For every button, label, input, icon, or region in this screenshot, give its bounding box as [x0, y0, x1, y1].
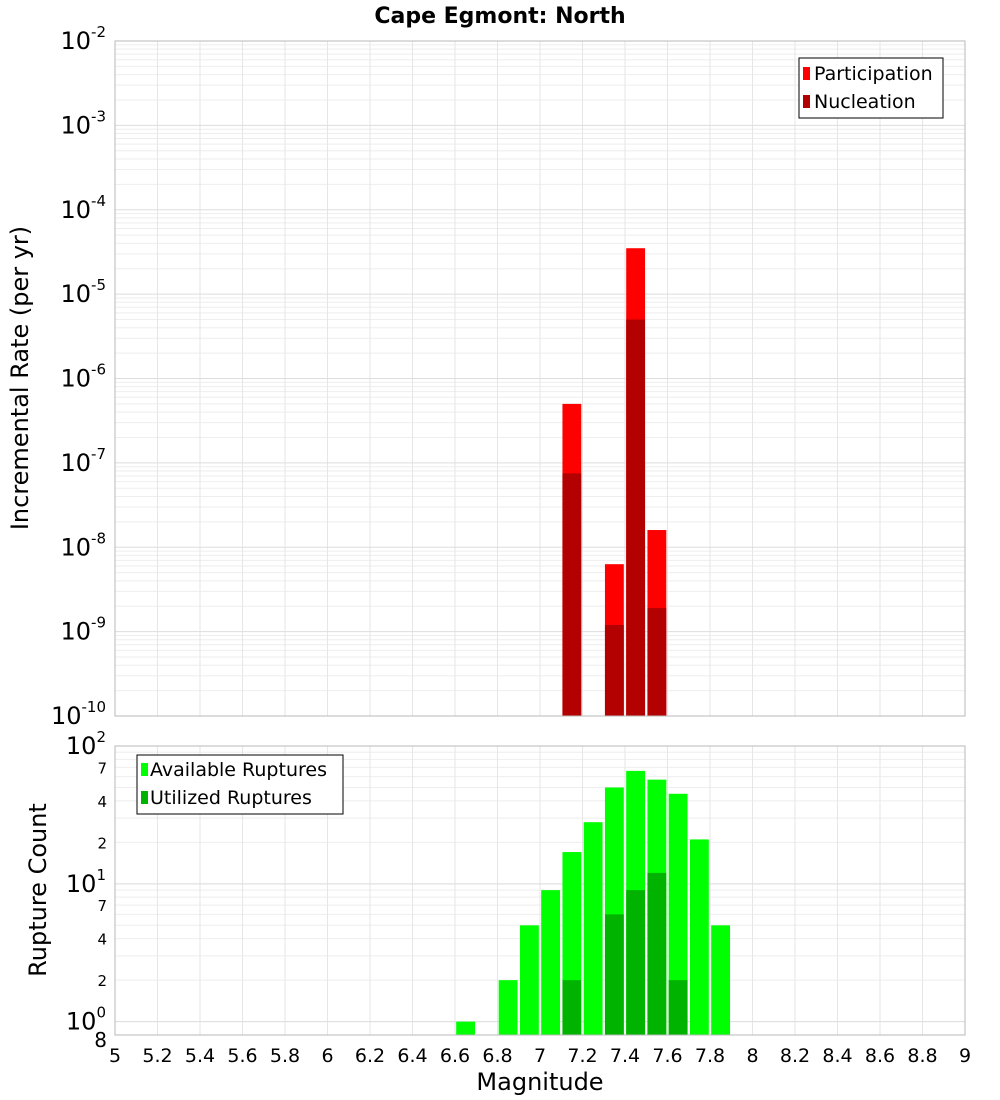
bar-utilized-ruptures	[626, 890, 646, 1035]
y-tick-label: 101	[66, 866, 106, 898]
y-tick-label: 10-4	[60, 192, 106, 224]
x-tick-label: 5.4	[185, 1045, 215, 1067]
y-tick-label: 10-6	[60, 361, 106, 393]
bar-available-ruptures	[711, 925, 731, 1035]
plot-frame	[114, 745, 966, 1036]
bar-nucleation	[604, 624, 624, 716]
x-tick-label: 8.6	[865, 1045, 895, 1067]
x-tick-label: 8	[746, 1045, 758, 1067]
legend-label: Utilized Ruptures	[150, 787, 312, 809]
chart-title: Cape Egmont: North	[374, 4, 625, 29]
bar-nucleation	[626, 319, 646, 716]
bar-utilized-ruptures	[562, 980, 582, 1035]
legend: Participation Nucleation	[798, 57, 944, 119]
x-tick-label: 7.4	[610, 1045, 640, 1067]
bar-utilized-ruptures	[647, 872, 667, 1035]
legend-label: Nucleation	[814, 91, 916, 113]
y-tick-label: 10-10	[51, 698, 106, 730]
legend-swatch	[141, 763, 148, 776]
bar-available-ruptures	[668, 793, 688, 1035]
y-tick-label: 10-3	[60, 107, 106, 139]
y-minor-tick-label: 7	[97, 759, 107, 777]
legend-label: Participation	[814, 63, 933, 85]
legend-swatch	[803, 95, 810, 108]
x-tick-label: 6.4	[397, 1045, 427, 1067]
top-panel: 10-10 10-9 10-8 10-7 10-6 10-5 10-4 10-3 10-2 Par…	[51, 23, 966, 730]
legend: Available Ruptures Utilized Ruptures	[136, 754, 344, 815]
bar-nucleation	[647, 608, 667, 716]
y-minor-tick-label: 4	[97, 931, 107, 949]
x-tick-label: 6.2	[355, 1045, 385, 1067]
x-tick-label: 5	[109, 1045, 121, 1067]
bar-utilized-ruptures	[668, 980, 688, 1035]
legend-swatch	[141, 791, 148, 804]
legend-box	[136, 754, 344, 815]
bar-utilized-ruptures	[604, 914, 624, 1035]
x-tick-label: 7.2	[567, 1045, 597, 1067]
y-tick-label: 10-7	[60, 445, 106, 477]
x-tick-label: 6.8	[482, 1045, 512, 1067]
y-tick-label: 10-9	[60, 614, 106, 646]
x-tick-label: 6	[321, 1045, 333, 1067]
x-tick-label: 8.8	[907, 1045, 937, 1067]
x-tick-label: 7.8	[695, 1045, 725, 1067]
x-tick-label: 7.6	[652, 1045, 682, 1067]
y-minor-tick-label: 8	[94, 1028, 107, 1052]
y-tick-label: 10-5	[60, 276, 106, 308]
legend-box	[798, 57, 944, 119]
bar-available-ruptures	[689, 839, 709, 1035]
y-tick-label: 10-8	[60, 529, 106, 561]
y-minor-tick-label: 2	[97, 972, 107, 990]
x-tick-label: 6.6	[440, 1045, 470, 1067]
x-tick-label: 7	[534, 1045, 546, 1067]
bar-available-ruptures	[456, 1021, 476, 1035]
bar-available-ruptures	[541, 890, 561, 1035]
bar-nucleation	[562, 473, 582, 716]
y-minor-tick-label: 7	[97, 897, 107, 915]
x-tick-label: 5.6	[227, 1045, 257, 1067]
x-axis-label: Magnitude	[476, 1068, 603, 1096]
bottom-ylabel: Rupture Count	[24, 803, 52, 977]
legend-label: Available Ruptures	[150, 759, 327, 781]
x-tick-label: 5.2	[142, 1045, 172, 1067]
x-tick-label: 8.2	[780, 1045, 810, 1067]
x-tick-label: 9	[959, 1045, 971, 1067]
x-tick-label: 5.8	[270, 1045, 300, 1067]
y-minor-tick-label: 4	[97, 793, 107, 811]
bar-available-ruptures	[583, 822, 603, 1035]
bar-available-ruptures	[519, 925, 539, 1035]
legend-swatch	[803, 67, 810, 80]
bar-available-ruptures	[498, 980, 518, 1035]
x-tick-label: 8.4	[822, 1045, 852, 1067]
top-ylabel: Incremental Rate (per yr)	[6, 226, 34, 530]
y-tick-label: 102	[66, 728, 106, 760]
plot-frame	[114, 40, 966, 717]
y-minor-tick-label: 2	[97, 834, 107, 852]
y-tick-label: 10-2	[60, 23, 106, 55]
